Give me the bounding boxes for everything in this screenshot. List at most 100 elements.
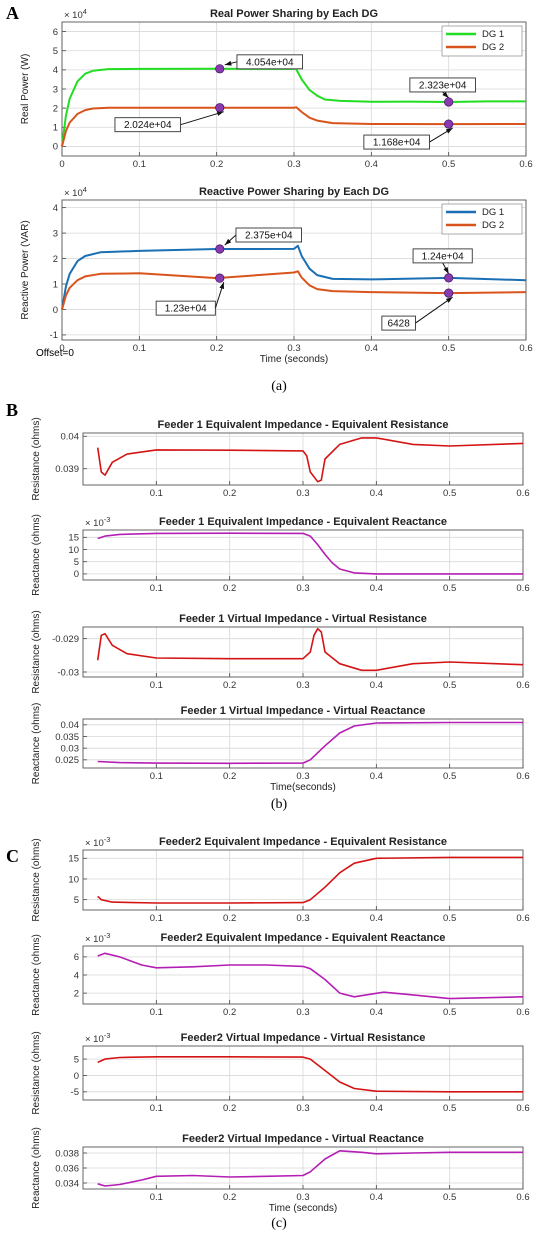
datatip-box	[235, 227, 303, 243]
x-tick-label: 0.1	[133, 343, 146, 354]
datatip-marker	[444, 288, 454, 298]
annotation-arrowhead	[219, 282, 225, 290]
annotations: 2.375e+04 1.23e+04 1.24e+04 6428	[155, 227, 473, 331]
legend-label: DG 1	[482, 207, 504, 218]
x-tick-label: 0.2	[210, 343, 223, 354]
y-tick-label: 15	[68, 854, 79, 865]
x-tick-label: 0.6	[516, 1192, 529, 1203]
x-tick-label: 0.4	[370, 583, 383, 594]
datatip-box	[363, 134, 430, 150]
chart-10: 0.1 0.2 0.3 0.4 0.5 0.6 0.034 0.036 0.038 Feeder2…	[31, 1127, 530, 1214]
chart-8: 0.1 0.2 0.3 0.4 0.5 0.6 2 4 6 × 10-3 Feeder2 Equiv…	[31, 931, 530, 1018]
x-tick-label: 0.5	[443, 680, 456, 691]
datatip-box	[381, 315, 416, 331]
y-tick-label: 4	[53, 65, 58, 76]
y-tick-label: -1	[50, 330, 58, 341]
y-tick-label: 1	[53, 123, 58, 134]
x-tick-label: 0.2	[223, 1192, 236, 1203]
datatip-marker	[444, 273, 454, 283]
x-tick-label: 0.1	[150, 583, 163, 594]
y-tick-label: 5	[74, 895, 79, 906]
y-tick-label: 0.039	[55, 464, 79, 475]
y-tick-label: 2	[53, 254, 58, 265]
x-tick-label: 0.6	[516, 488, 529, 499]
x-tick-label: 0.2	[210, 159, 223, 170]
chart-title: Reactive Power Sharing by Each DG	[199, 186, 389, 198]
legend-label: DG 2	[482, 220, 504, 231]
y-tick-label: 2	[74, 988, 79, 999]
x-tick-label: 0.1	[150, 913, 163, 924]
y-tick-label: 0.03	[61, 743, 80, 754]
series-line-1	[96, 437, 524, 483]
chart-title: Feeder2 Virtual Impedance - Virtual Reac…	[182, 1133, 424, 1145]
exponent-label: × 10-3	[85, 835, 110, 849]
y-tick-label: 5	[53, 46, 58, 57]
y-axis-label: Reactive Power (VAR)	[20, 220, 31, 319]
x-tick-label: 0.5	[443, 1103, 456, 1114]
caption-a: (a)	[271, 379, 287, 394]
y-axis-label: Resistance (ohms)	[31, 417, 42, 500]
plot-frame	[82, 849, 524, 911]
x-tick-label: 0.3	[296, 771, 309, 782]
datatip-box	[236, 54, 304, 70]
x-tick-label: 0.4	[365, 343, 378, 354]
series-line-1	[97, 1150, 523, 1187]
x-tick-label: 0.4	[370, 771, 383, 782]
chart-3: 0.1 0.2 0.3 0.4 0.5 0.6 0.039 0.04 Feeder 1 Equi…	[31, 417, 530, 500]
y-tick-label: 3	[53, 228, 58, 239]
series-line-2	[61, 106, 527, 147]
chart-title: Feeder 1 Virtual Impedance - Virtual Rea…	[181, 705, 426, 717]
x-tick-label: 0.3	[296, 1007, 309, 1018]
x-tick-label: 0.6	[516, 680, 529, 691]
y-tick-label: 3	[53, 84, 58, 95]
legend-box	[441, 203, 523, 235]
annotation-arrowhead	[224, 238, 232, 245]
x-tick-label: 0.4	[365, 159, 378, 170]
datatip-label: 1.168e+04	[373, 138, 421, 149]
series-line-1	[97, 952, 524, 1000]
offset-note: Offset=0	[36, 348, 74, 359]
y-tick-label: 10	[68, 545, 79, 556]
y-tick-label: 0	[53, 305, 58, 316]
datatip-label: 2.323e+04	[419, 80, 467, 91]
x-tick-label: 0.5	[443, 583, 456, 594]
datatip-label: 4.054e+04	[246, 57, 294, 68]
x-tick-label: 0.3	[287, 343, 300, 354]
datatip-marker	[215, 64, 225, 74]
x-tick-label: 0.6	[516, 583, 529, 594]
y-tick-label: 5	[74, 557, 79, 568]
x-tick-label: 0	[59, 343, 64, 354]
plot-frame	[82, 945, 524, 1005]
y-tick-label: 6	[53, 27, 58, 38]
annotation-arrowhead	[442, 91, 449, 98]
x-tick-label: 0.2	[223, 913, 236, 924]
x-axis-label: Time (seconds)	[260, 354, 329, 365]
x-tick-label: 0.3	[287, 159, 300, 170]
y-tick-label: -5	[71, 1087, 79, 1098]
x-tick-label: 0.2	[223, 771, 236, 782]
series-line-2	[61, 270, 527, 310]
x-tick-label: 0.2	[223, 680, 236, 691]
annotation-arrow	[415, 296, 453, 324]
datatip-box	[409, 77, 476, 93]
x-tick-label: 0.5	[443, 488, 456, 499]
datatip-box	[155, 300, 216, 316]
y-tick-label: 15	[68, 533, 79, 544]
x-tick-label: 0.1	[150, 680, 163, 691]
y-axis-label: Reactance (ohms)	[31, 514, 42, 596]
exponent-label: × 104	[64, 185, 87, 199]
plot-frame	[82, 1146, 524, 1190]
series-line-1	[97, 856, 523, 904]
charts-layer: 0 0.1 0.2 0.3 0.4 0.5 0.6 0 1 2 3 4 5 6 × 104 Real Powe…	[20, 7, 533, 1214]
plot-frame	[82, 1045, 524, 1101]
x-tick-label: 0.5	[443, 771, 456, 782]
datatip-box	[412, 248, 473, 264]
x-tick-label: 0	[59, 159, 64, 170]
annotation-arrowhead	[443, 266, 449, 274]
datatip-marker	[215, 273, 225, 283]
datatip-box	[114, 117, 182, 133]
exponent-label: × 10-3	[85, 931, 110, 945]
y-axis-label: Real Power (W)	[20, 54, 31, 125]
x-tick-label: 0.1	[150, 1103, 163, 1114]
